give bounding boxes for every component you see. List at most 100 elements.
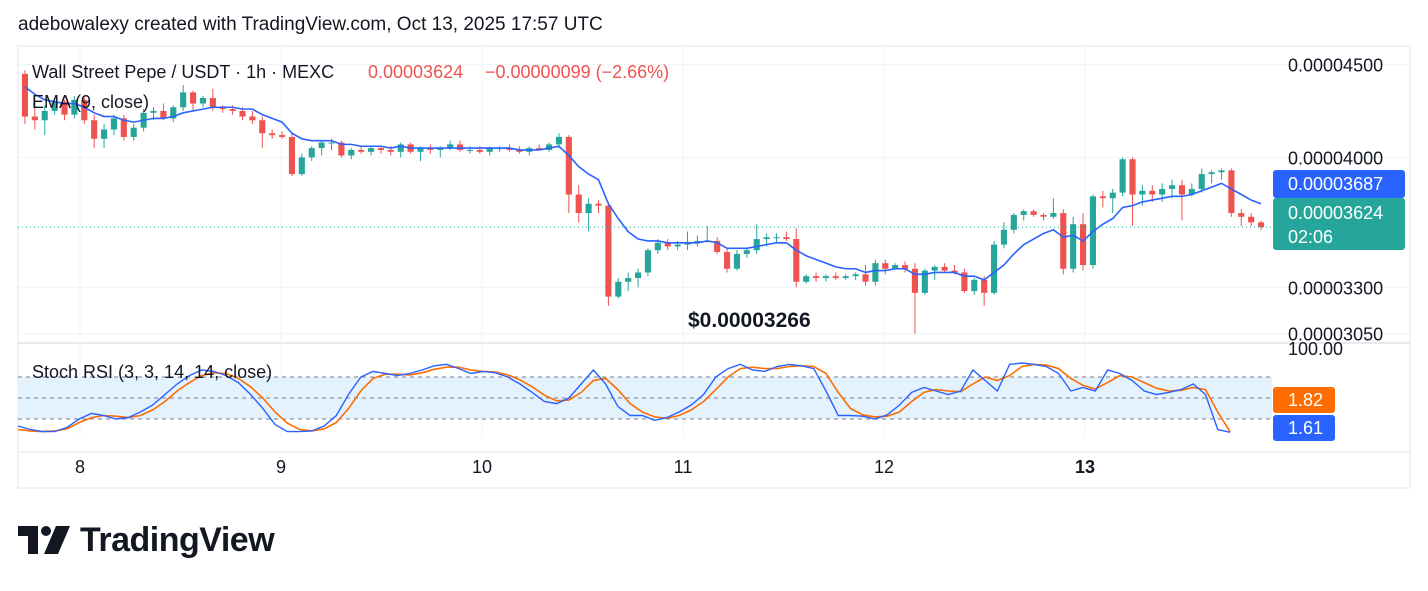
stoch-lines-layer xyxy=(17,362,1231,433)
candle-body xyxy=(951,270,958,273)
last-price-badge xyxy=(1273,198,1405,250)
chart-caption: adebowalexy created with TradingView.com… xyxy=(18,14,603,35)
candle-body xyxy=(1139,190,1146,195)
tradingview-wordmark: TradingView xyxy=(80,520,275,559)
countdown-text: 02:06 xyxy=(1288,227,1333,247)
candle-body xyxy=(130,127,137,137)
candle-body xyxy=(536,148,543,150)
tradingview-logo[interactable]: TradingView xyxy=(18,520,275,560)
price-tick-label: 0.00004500 xyxy=(1288,56,1383,76)
legend-layer: Wall Street Pepe / USDT · 1h · MEXC 0.00… xyxy=(32,62,811,382)
candle-body xyxy=(358,149,365,152)
candle-body xyxy=(1010,214,1017,230)
candle-body xyxy=(367,148,375,152)
tradingview-mark-icon xyxy=(18,526,70,554)
time-tick-label: 13 xyxy=(1075,457,1095,477)
candle-body xyxy=(91,120,98,139)
stoch-k-badge xyxy=(1273,387,1335,413)
candle-body xyxy=(160,110,167,119)
candle-body xyxy=(199,97,207,104)
candle-body xyxy=(545,144,553,150)
candle-body xyxy=(684,242,691,245)
symbol-label: Wall Street Pepe / USDT · 1h · MEXC xyxy=(32,62,334,82)
stoch-top-label: 100.00 xyxy=(1288,339,1343,359)
stoch-d-badge xyxy=(1273,415,1335,441)
time-tick-label: 12 xyxy=(874,457,894,477)
candle-body xyxy=(180,92,187,108)
candles-layer xyxy=(21,70,1265,334)
candle-body xyxy=(971,279,978,292)
candle-body xyxy=(931,266,938,271)
candle-body xyxy=(803,276,810,282)
candle-body xyxy=(1188,188,1195,195)
stoch-k-line xyxy=(17,362,1231,433)
chart-frame xyxy=(17,45,1411,489)
candle-body xyxy=(259,120,266,134)
candle-body xyxy=(555,136,563,145)
candle-body xyxy=(783,237,790,240)
candle-body xyxy=(170,107,177,119)
ema-legend-label: EMA (9, close) xyxy=(32,92,149,112)
candle-body xyxy=(1238,213,1245,217)
candle-body xyxy=(901,265,909,269)
candle-body xyxy=(427,148,434,150)
candle-body xyxy=(981,279,988,293)
candle-body xyxy=(892,265,899,269)
candle-body xyxy=(585,203,592,214)
candle-body xyxy=(71,99,78,115)
candle-body xyxy=(348,149,355,156)
ema-price-badge xyxy=(1273,170,1405,198)
candle-body xyxy=(328,142,335,144)
candle-body xyxy=(565,136,572,195)
candle-body xyxy=(625,278,632,282)
low-annotation: $0.00003266 xyxy=(688,309,811,332)
candle-body xyxy=(862,274,869,282)
candle-body xyxy=(605,205,612,297)
change-label: −0.00000099 (−2.66%) xyxy=(485,62,669,82)
candle-body xyxy=(812,276,820,279)
candle-body xyxy=(437,148,444,150)
candle-body xyxy=(1198,174,1205,189)
candle-body xyxy=(1099,196,1106,199)
candle-body xyxy=(1178,185,1186,195)
candle-body xyxy=(308,148,315,158)
candle-body xyxy=(1020,211,1027,215)
candle-body xyxy=(743,250,750,254)
price-tick-label: 0.00003050 xyxy=(1288,325,1383,345)
candle-body xyxy=(644,250,652,273)
candle-body xyxy=(1257,222,1265,228)
candle-body xyxy=(1070,224,1077,269)
candle-body xyxy=(1060,213,1067,269)
candle-body xyxy=(387,149,394,152)
candle-body xyxy=(921,270,928,293)
candle-body xyxy=(417,148,424,152)
candle-body xyxy=(961,272,968,292)
candle-body xyxy=(338,142,345,156)
candle-body xyxy=(219,107,226,110)
candle-body xyxy=(1079,224,1087,266)
candle-body xyxy=(911,268,919,293)
stoch-d-badge-text: 1.61 xyxy=(1288,418,1323,438)
candle-body xyxy=(81,99,88,121)
candle-body xyxy=(753,239,760,251)
ema-line-layer xyxy=(18,86,1272,281)
candle-body xyxy=(634,272,642,279)
time-tick-label: 9 xyxy=(276,457,286,477)
candle-body xyxy=(209,97,216,108)
axes-layer: 0.00004500 0.00004000 0.00003300 0.00003050… xyxy=(75,56,1405,477)
candle-body xyxy=(506,148,513,150)
candle-body xyxy=(288,136,296,175)
candle-body xyxy=(575,194,582,214)
last-price-label: 0.00003624 xyxy=(368,62,463,82)
price-tick-label: 0.00004000 xyxy=(1288,148,1383,168)
candle-body xyxy=(189,92,197,104)
chart-grid xyxy=(18,46,1410,437)
candle-body xyxy=(278,135,286,137)
candle-body xyxy=(269,133,276,136)
candle-body xyxy=(941,266,948,271)
candle-body xyxy=(1030,211,1037,215)
candle-body xyxy=(318,142,325,149)
candle-body xyxy=(733,253,741,269)
ema-line xyxy=(24,86,1262,281)
